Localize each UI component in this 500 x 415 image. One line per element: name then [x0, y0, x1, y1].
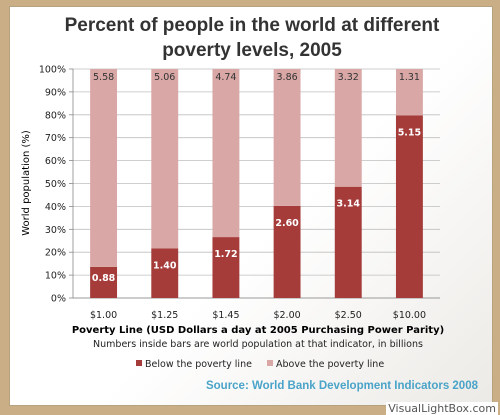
bar-label-above: 1.31	[399, 72, 420, 83]
y-tick-label: 80%	[45, 110, 66, 121]
x-tick-label: $10.00	[393, 310, 426, 321]
x-tick-label: $2.50	[335, 310, 362, 321]
bar-label-below: 5.15	[398, 127, 421, 138]
y-axis-title: World population (%)	[21, 130, 32, 236]
bar-below-poverty	[90, 266, 118, 298]
bar-above-poverty	[273, 69, 301, 206]
chart-title-line-1: Percent of people in the world at differ…	[65, 15, 440, 36]
y-tick-label: 50%	[45, 179, 66, 190]
bar-label-below: 3.14	[337, 199, 361, 210]
bar-above-poverty	[395, 69, 423, 116]
y-tick-label: 30%	[45, 225, 66, 236]
y-tick-label: 40%	[45, 202, 66, 213]
legend: Below the poverty line Above the poverty…	[136, 359, 384, 370]
y-tick-label: 90%	[45, 87, 66, 98]
y-tick-label: 100%	[39, 65, 66, 76]
y-tick-label: 60%	[45, 156, 66, 167]
y-tick-labels: 0% 10% 20% 30% 40% 50% 60% 70% 80% 90% 100%	[39, 65, 66, 305]
y-tick-label: 0%	[51, 294, 66, 305]
bar-below-poverty	[212, 237, 240, 298]
x-tick-label: $1.00	[90, 310, 117, 321]
x-tick-label: $2.00	[273, 310, 300, 321]
bar-label-above: 4.74	[215, 72, 236, 83]
bar-below-poverty	[334, 186, 362, 298]
source-note: Source: World Bank Development Indicator…	[206, 380, 479, 392]
bar-label-above: 3.86	[277, 72, 298, 83]
legend-swatch-above	[267, 360, 273, 366]
gridlines	[69, 68, 440, 299]
bar-label-below: 1.40	[153, 260, 177, 271]
bar-above-poverty	[334, 69, 362, 187]
chart-title-line-2: poverty levels, 2005	[162, 40, 342, 61]
legend-label-above: Above the poverty line	[276, 359, 384, 370]
bars: 0.88 5.58 1.40 5.06 1.72 4.74 2.60 3.86 3.14 3.32…	[90, 69, 423, 298]
watermark: VisualLightBox.com	[386, 402, 498, 415]
bar-above-poverty	[151, 69, 179, 249]
bar-below-poverty	[151, 248, 179, 298]
bar-label-above: 3.32	[338, 72, 359, 83]
y-tick-label: 10%	[45, 271, 66, 282]
x-tick-label: $1.45	[212, 310, 239, 321]
bar-below-poverty	[395, 115, 423, 298]
bar-above-poverty	[212, 69, 240, 238]
bar-label-below: 1.72	[214, 249, 237, 260]
x-tick-labels: $1.00 $1.25 $1.45 $2.00 $2.50 $10.00	[90, 310, 426, 321]
bar-label-above: 5.58	[93, 72, 114, 83]
bar-label-below: 2.60	[275, 218, 299, 229]
legend-swatch-below	[136, 360, 142, 366]
bar-below-poverty	[273, 205, 301, 298]
bar-label-above: 5.06	[154, 72, 175, 83]
legend-label-below: Below the poverty line	[145, 359, 252, 370]
y-tick-label: 70%	[45, 133, 66, 144]
chart-note: Numbers inside bars are world population…	[93, 339, 423, 350]
y-tick-label: 20%	[45, 248, 66, 259]
x-tick-label: $1.25	[151, 310, 178, 321]
bar-label-below: 0.88	[92, 273, 116, 284]
bar-above-poverty	[90, 69, 118, 267]
x-axis-title: Poverty Line (USD Dollars a day at 2005 …	[72, 325, 444, 336]
